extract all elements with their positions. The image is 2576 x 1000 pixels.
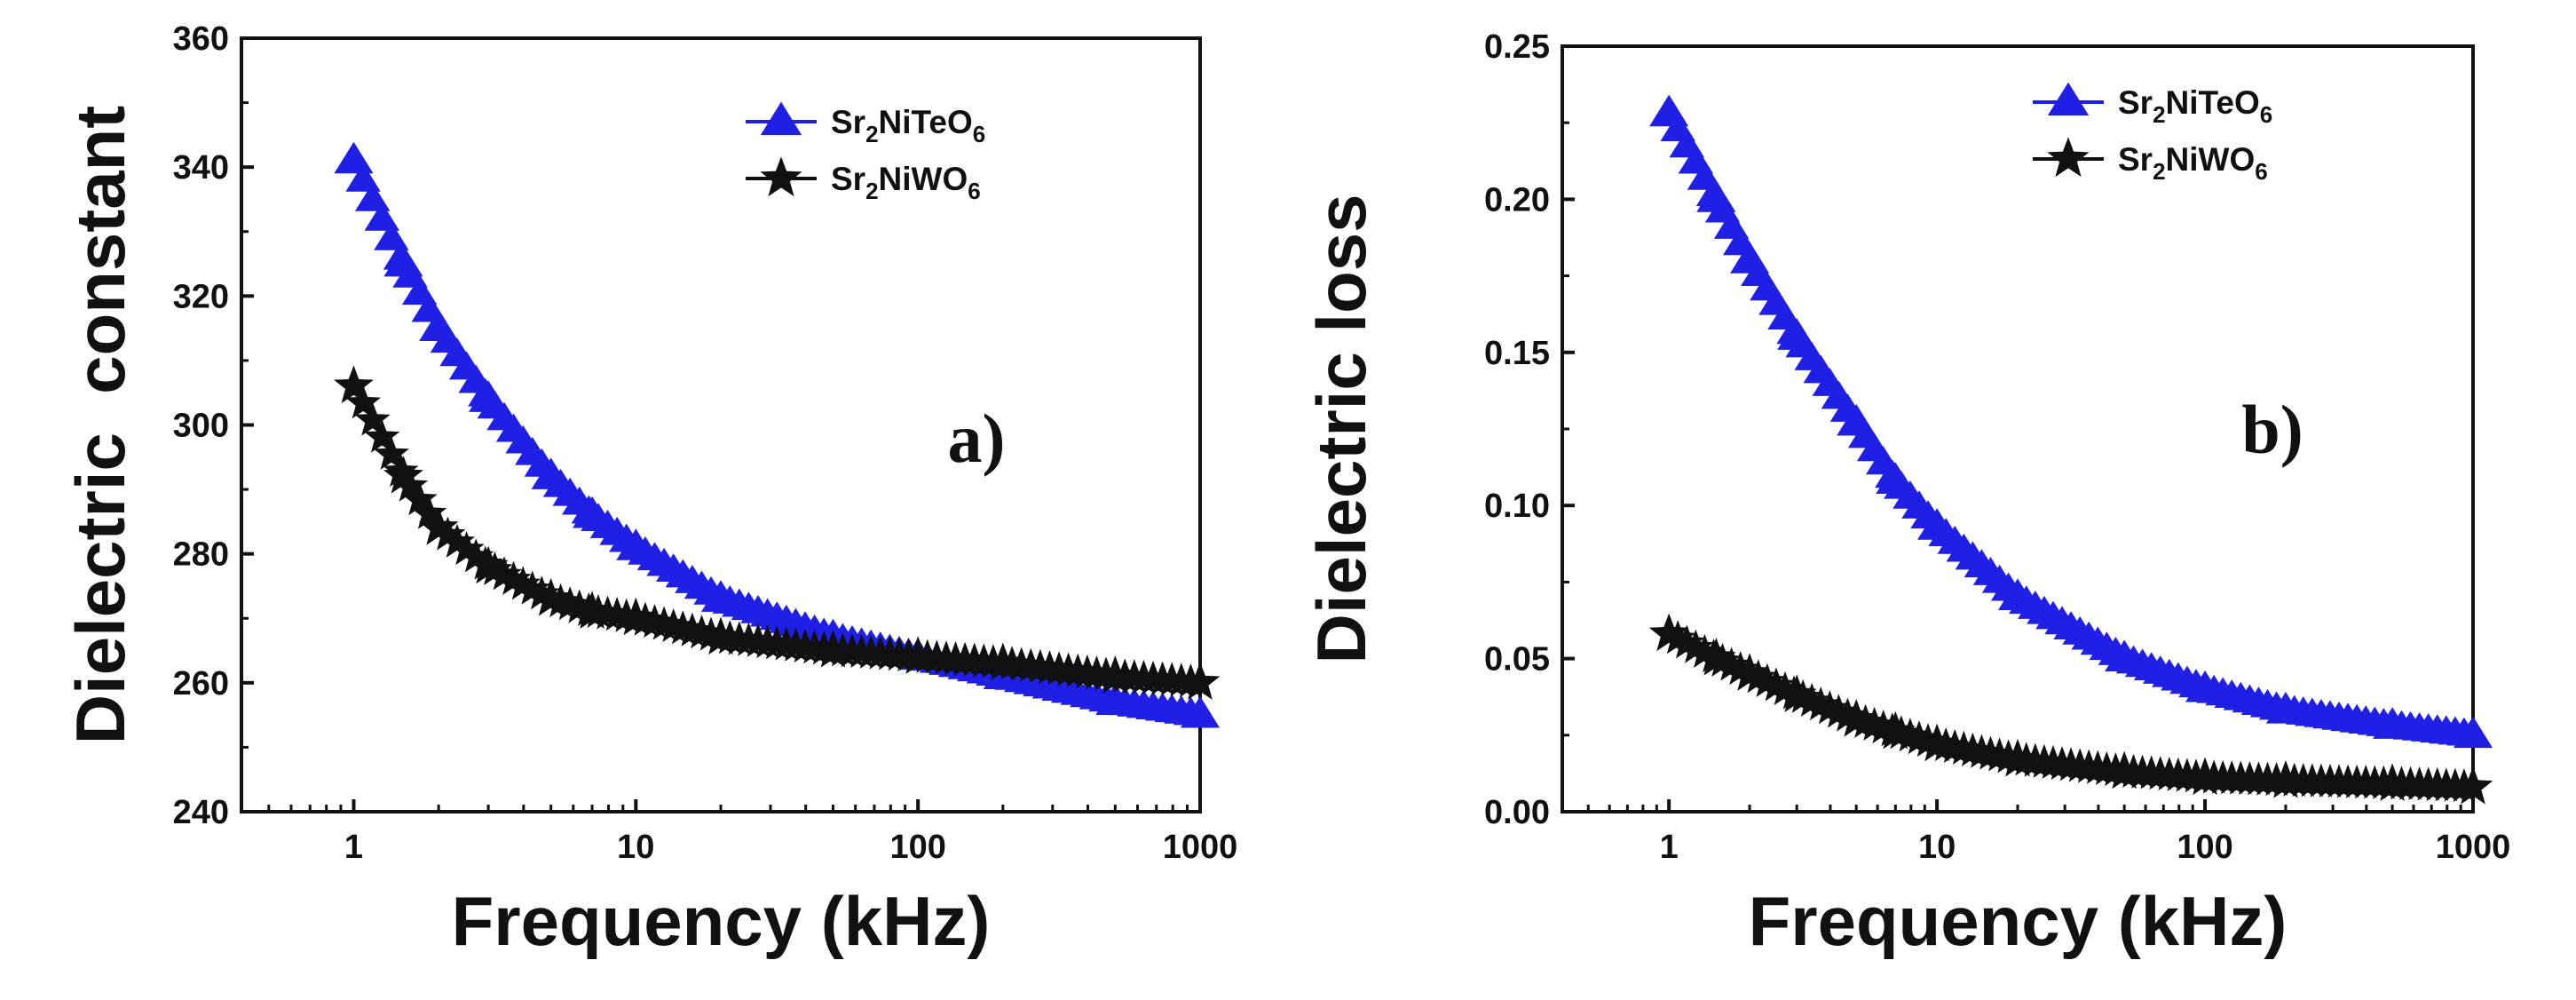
x-tick-label: 1: [344, 829, 363, 866]
data-marker: [1669, 624, 1705, 659]
data-marker: [458, 538, 494, 573]
legend-label-text: NiTeO: [2166, 84, 2260, 121]
data-marker: [1651, 615, 1687, 650]
y-tick-label: 300: [173, 408, 229, 445]
series-star-1: [1648, 613, 2493, 805]
x-axis-title: Frequency (kHz): [1749, 882, 2288, 960]
x-tick-label: 1000: [1163, 829, 1238, 866]
data-marker: [354, 401, 391, 436]
y-tick-label: 260: [173, 665, 229, 702]
x-axis-title: Frequency (kHz): [452, 882, 991, 960]
series-star-1: [334, 365, 1221, 700]
data-marker: [448, 531, 485, 566]
legend-label-text: Sr: [2118, 141, 2153, 178]
legend-label-subscript: 2: [865, 121, 878, 147]
data-marker: [2455, 718, 2491, 747]
legend-marker-star: [2047, 137, 2090, 178]
y-tick-label: 0.15: [1484, 335, 1550, 372]
legend-label-subscript: 6: [968, 178, 980, 204]
y-tick-label: 0.25: [1484, 28, 1550, 66]
data-marker: [514, 570, 550, 605]
legend-label: Sr2NiWO6: [831, 161, 981, 204]
y-tick-label: 360: [173, 20, 229, 58]
legend-marker-star: [760, 156, 802, 197]
x-tick-label: 1: [1660, 829, 1679, 866]
x-tick-label: 100: [889, 829, 945, 866]
y-tick-label: 0.10: [1484, 488, 1550, 525]
legend-label: Sr2NiTeO6: [2118, 84, 2272, 128]
y-tick-label: 340: [173, 149, 229, 187]
legend-label-subscript: 2: [2153, 101, 2165, 128]
data-marker: [1182, 698, 1218, 726]
data-marker: [336, 143, 372, 172]
data-marker: [2454, 768, 2492, 803]
x-tick-label: 100: [2177, 829, 2232, 866]
legend-label-text: NiWO: [2166, 141, 2256, 178]
data-marker: [477, 551, 513, 585]
legend-label: Sr2NiTeO6: [831, 104, 985, 147]
data-marker: [411, 495, 447, 529]
data-marker: [1687, 633, 1723, 668]
y-tick-label: 0.00: [1484, 794, 1550, 831]
data-marker: [401, 481, 438, 516]
legend-label-text: NiTeO: [879, 104, 973, 140]
legend-label-subscript: 6: [2260, 101, 2272, 128]
legend-label-subscript: 6: [973, 121, 985, 147]
chart-panel-b: 0.00 0.05 0.10 0.15 0.20 0.25 1 10 100 1000 Freque…: [1302, 28, 2510, 960]
x-tick-label: 10: [1918, 829, 1956, 866]
y-tick-label: 280: [173, 536, 229, 574]
legend-label: Sr2NiWO6: [2118, 141, 2268, 185]
legend-marker-triangle: [760, 101, 802, 136]
legend-label-subscript: 2: [2153, 158, 2165, 185]
data-marker: [373, 435, 409, 470]
data-marker: [1660, 620, 1696, 655]
legend-label-text: Sr: [831, 104, 865, 140]
data-marker: [486, 556, 523, 591]
chart-panel-a: 240 260 280 300 320 340 360 1 10 100 1000 Frequency…: [61, 20, 1237, 960]
y-tick-label: 240: [173, 794, 229, 831]
data-marker: [364, 418, 400, 453]
data-marker: [1181, 663, 1219, 698]
legend-label-text: Sr: [2118, 84, 2153, 121]
data-marker: [524, 575, 560, 610]
data-marker: [392, 467, 429, 502]
legend-marker-triangle: [2047, 82, 2090, 116]
data-marker: [345, 385, 382, 419]
legend-label-subscript: 2: [865, 178, 878, 204]
panel-label: a): [948, 400, 1006, 477]
series-triangle-0: [1649, 94, 2493, 749]
legend-label-text: Sr: [831, 161, 865, 197]
y-axis-title: Dielectric constant: [61, 106, 139, 745]
data-marker: [420, 509, 456, 544]
panel-label: b): [2241, 391, 2303, 468]
data-marker: [383, 453, 419, 488]
legend-label-text: NiWO: [879, 161, 968, 197]
data-marker: [430, 516, 466, 551]
data-marker: [439, 523, 476, 558]
data-marker: [467, 545, 503, 580]
y-tick-label: 0.20: [1484, 181, 1550, 218]
legend-label-subscript: 6: [2255, 158, 2267, 185]
data-marker: [505, 566, 541, 600]
y-tick-label: 320: [173, 278, 229, 315]
y-axis-title: Dielectric loss: [1302, 194, 1380, 664]
x-tick-label: 10: [617, 829, 654, 866]
x-tick-label: 1000: [2436, 829, 2511, 866]
data-marker: [1678, 629, 1714, 663]
y-tick-label: 0.05: [1484, 641, 1550, 679]
data-marker: [495, 560, 532, 595]
data-marker: [336, 367, 372, 402]
